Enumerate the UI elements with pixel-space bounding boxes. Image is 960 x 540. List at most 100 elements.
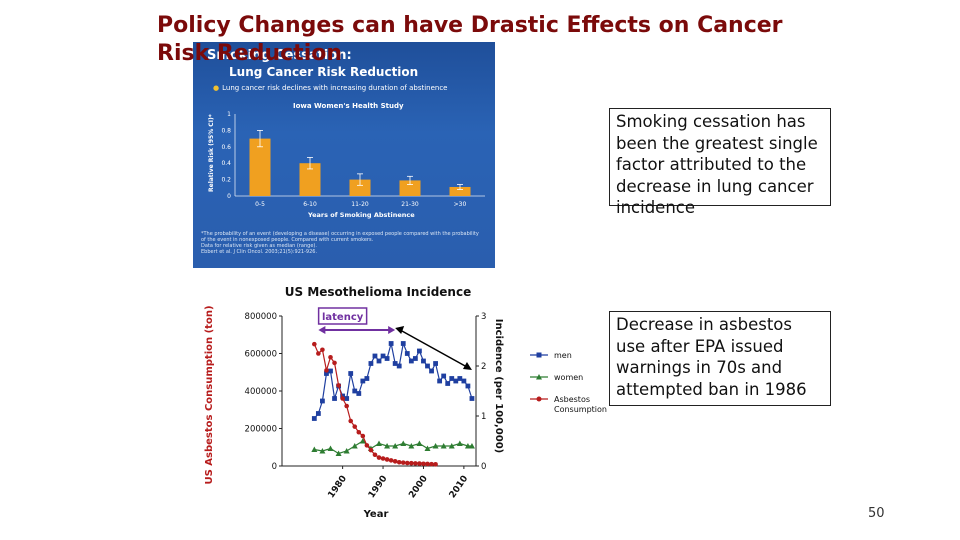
bar xyxy=(399,180,421,196)
y-tick-label: 0.6 xyxy=(221,144,231,151)
data-point xyxy=(432,443,439,449)
data-point xyxy=(461,378,467,384)
data-point xyxy=(433,361,438,366)
x-axis-label: Year xyxy=(363,509,389,520)
x-tick-label: >30 xyxy=(454,201,467,208)
left-tick-label: 600000 xyxy=(245,350,277,360)
data-point xyxy=(376,455,382,460)
legend-marker xyxy=(536,396,542,402)
data-point xyxy=(311,416,317,421)
data-point xyxy=(372,353,378,359)
x-tick-label: 1990 xyxy=(367,474,390,500)
legend-label: women xyxy=(554,373,583,382)
x-tick-label: 21-30 xyxy=(401,201,419,208)
data-point xyxy=(409,460,414,466)
data-point xyxy=(417,461,422,466)
data-point xyxy=(359,438,366,444)
data-point xyxy=(343,448,350,454)
data-point xyxy=(408,358,414,364)
x-tick-label: 6-10 xyxy=(303,201,317,208)
data-point xyxy=(384,356,390,361)
data-point xyxy=(356,391,362,396)
data-point xyxy=(441,373,447,379)
data-point xyxy=(416,440,423,446)
data-point xyxy=(400,440,407,446)
left-axis-label: US Asbestos Consumption (ton) xyxy=(204,305,215,484)
data-point xyxy=(340,393,346,399)
data-point xyxy=(348,371,354,376)
latency-label: latency xyxy=(322,312,364,323)
data-point xyxy=(437,378,443,384)
smoking-callout: Smoking cessation has been the greatest … xyxy=(609,108,831,217)
data-point xyxy=(453,378,459,384)
x-tick-label: 2010 xyxy=(448,474,471,500)
slide-title: Policy Changes can have Drastic Effects … xyxy=(157,13,783,66)
x-tick-label: 1980 xyxy=(327,474,350,500)
mesothelioma-chart: US Mesothelioma Incidence 0 200000 400000 60… xyxy=(204,285,607,520)
left-tick-label: 400000 xyxy=(245,387,277,397)
right-tick-label: 3 xyxy=(481,312,486,322)
data-point xyxy=(336,383,341,388)
figure1-footnote: *The probability of an event (developing… xyxy=(201,231,491,255)
data-point xyxy=(320,398,325,404)
data-point xyxy=(413,461,418,466)
left-tick-label: 200000 xyxy=(245,425,277,435)
legend-label: men xyxy=(554,351,572,360)
right-tick-label: 0 xyxy=(481,462,486,472)
data-point xyxy=(351,443,358,449)
right-tick-label: 1 xyxy=(481,412,486,422)
data-point xyxy=(388,341,394,346)
data-point xyxy=(448,443,455,449)
footnote-line: Data for relative risk given as median (… xyxy=(201,243,317,249)
data-point xyxy=(344,396,350,401)
x-tick-label: 2000 xyxy=(407,474,430,500)
data-point xyxy=(400,341,406,346)
lung-cancer-risk-figure: Smoking Cessation: Lung Cancer Risk Redu… xyxy=(193,42,495,268)
bar xyxy=(299,163,321,196)
data-point xyxy=(408,443,415,449)
bar xyxy=(449,186,471,196)
data-point xyxy=(324,368,329,373)
asbestos-callout: Decrease in asbestos use after EPA issue… xyxy=(609,311,831,406)
data-point xyxy=(340,396,345,401)
y-tick-label: 0.2 xyxy=(221,177,231,184)
data-point xyxy=(392,443,399,449)
figure1-bullet: ● Lung cancer risk declines with increasi… xyxy=(213,84,448,92)
footnote-line: *The probability of an event (developing… xyxy=(201,231,479,237)
data-point xyxy=(449,376,455,381)
risk-bar-chart: Iowa Women's Health Study 0 0.2 0.4 0.6 0.8 1 0… xyxy=(208,102,485,219)
data-point xyxy=(311,446,318,452)
legend-label: Asbestos xyxy=(554,395,590,404)
data-point xyxy=(380,456,386,461)
left-tick-label: 800000 xyxy=(245,312,277,322)
data-point xyxy=(468,443,475,449)
data-point xyxy=(372,452,378,458)
data-point xyxy=(445,381,451,386)
data-point xyxy=(327,445,334,451)
page-number: 50 xyxy=(868,506,885,521)
trend-arrow-line xyxy=(399,329,468,368)
data-point xyxy=(380,353,386,359)
data-point xyxy=(464,443,471,449)
left-tick-label: 0 xyxy=(272,462,277,472)
data-point xyxy=(421,461,426,467)
data-point xyxy=(376,358,382,364)
data-point xyxy=(396,459,402,465)
data-point xyxy=(465,383,471,389)
figure1-heading: Smoking Cessation: xyxy=(207,48,352,63)
x-tick-label: 0-5 xyxy=(255,201,265,208)
data-point xyxy=(320,347,325,353)
figure1-bullet-text: Lung cancer risk declines with increasin… xyxy=(222,84,448,92)
data-point xyxy=(319,448,326,454)
y-tick-label: 0.4 xyxy=(221,160,231,167)
data-point xyxy=(404,460,410,466)
y-tick-label: 0.8 xyxy=(221,127,231,134)
bar-chart-title: Iowa Women's Health Study xyxy=(293,102,404,110)
data-point xyxy=(368,361,374,366)
footnote-line: of the event in nonexposed people. Compa… xyxy=(201,237,374,243)
data-point xyxy=(456,440,463,446)
data-point xyxy=(335,450,342,456)
latency-arrow-right-icon xyxy=(388,326,396,334)
data-point xyxy=(417,348,422,354)
data-point xyxy=(315,411,321,416)
